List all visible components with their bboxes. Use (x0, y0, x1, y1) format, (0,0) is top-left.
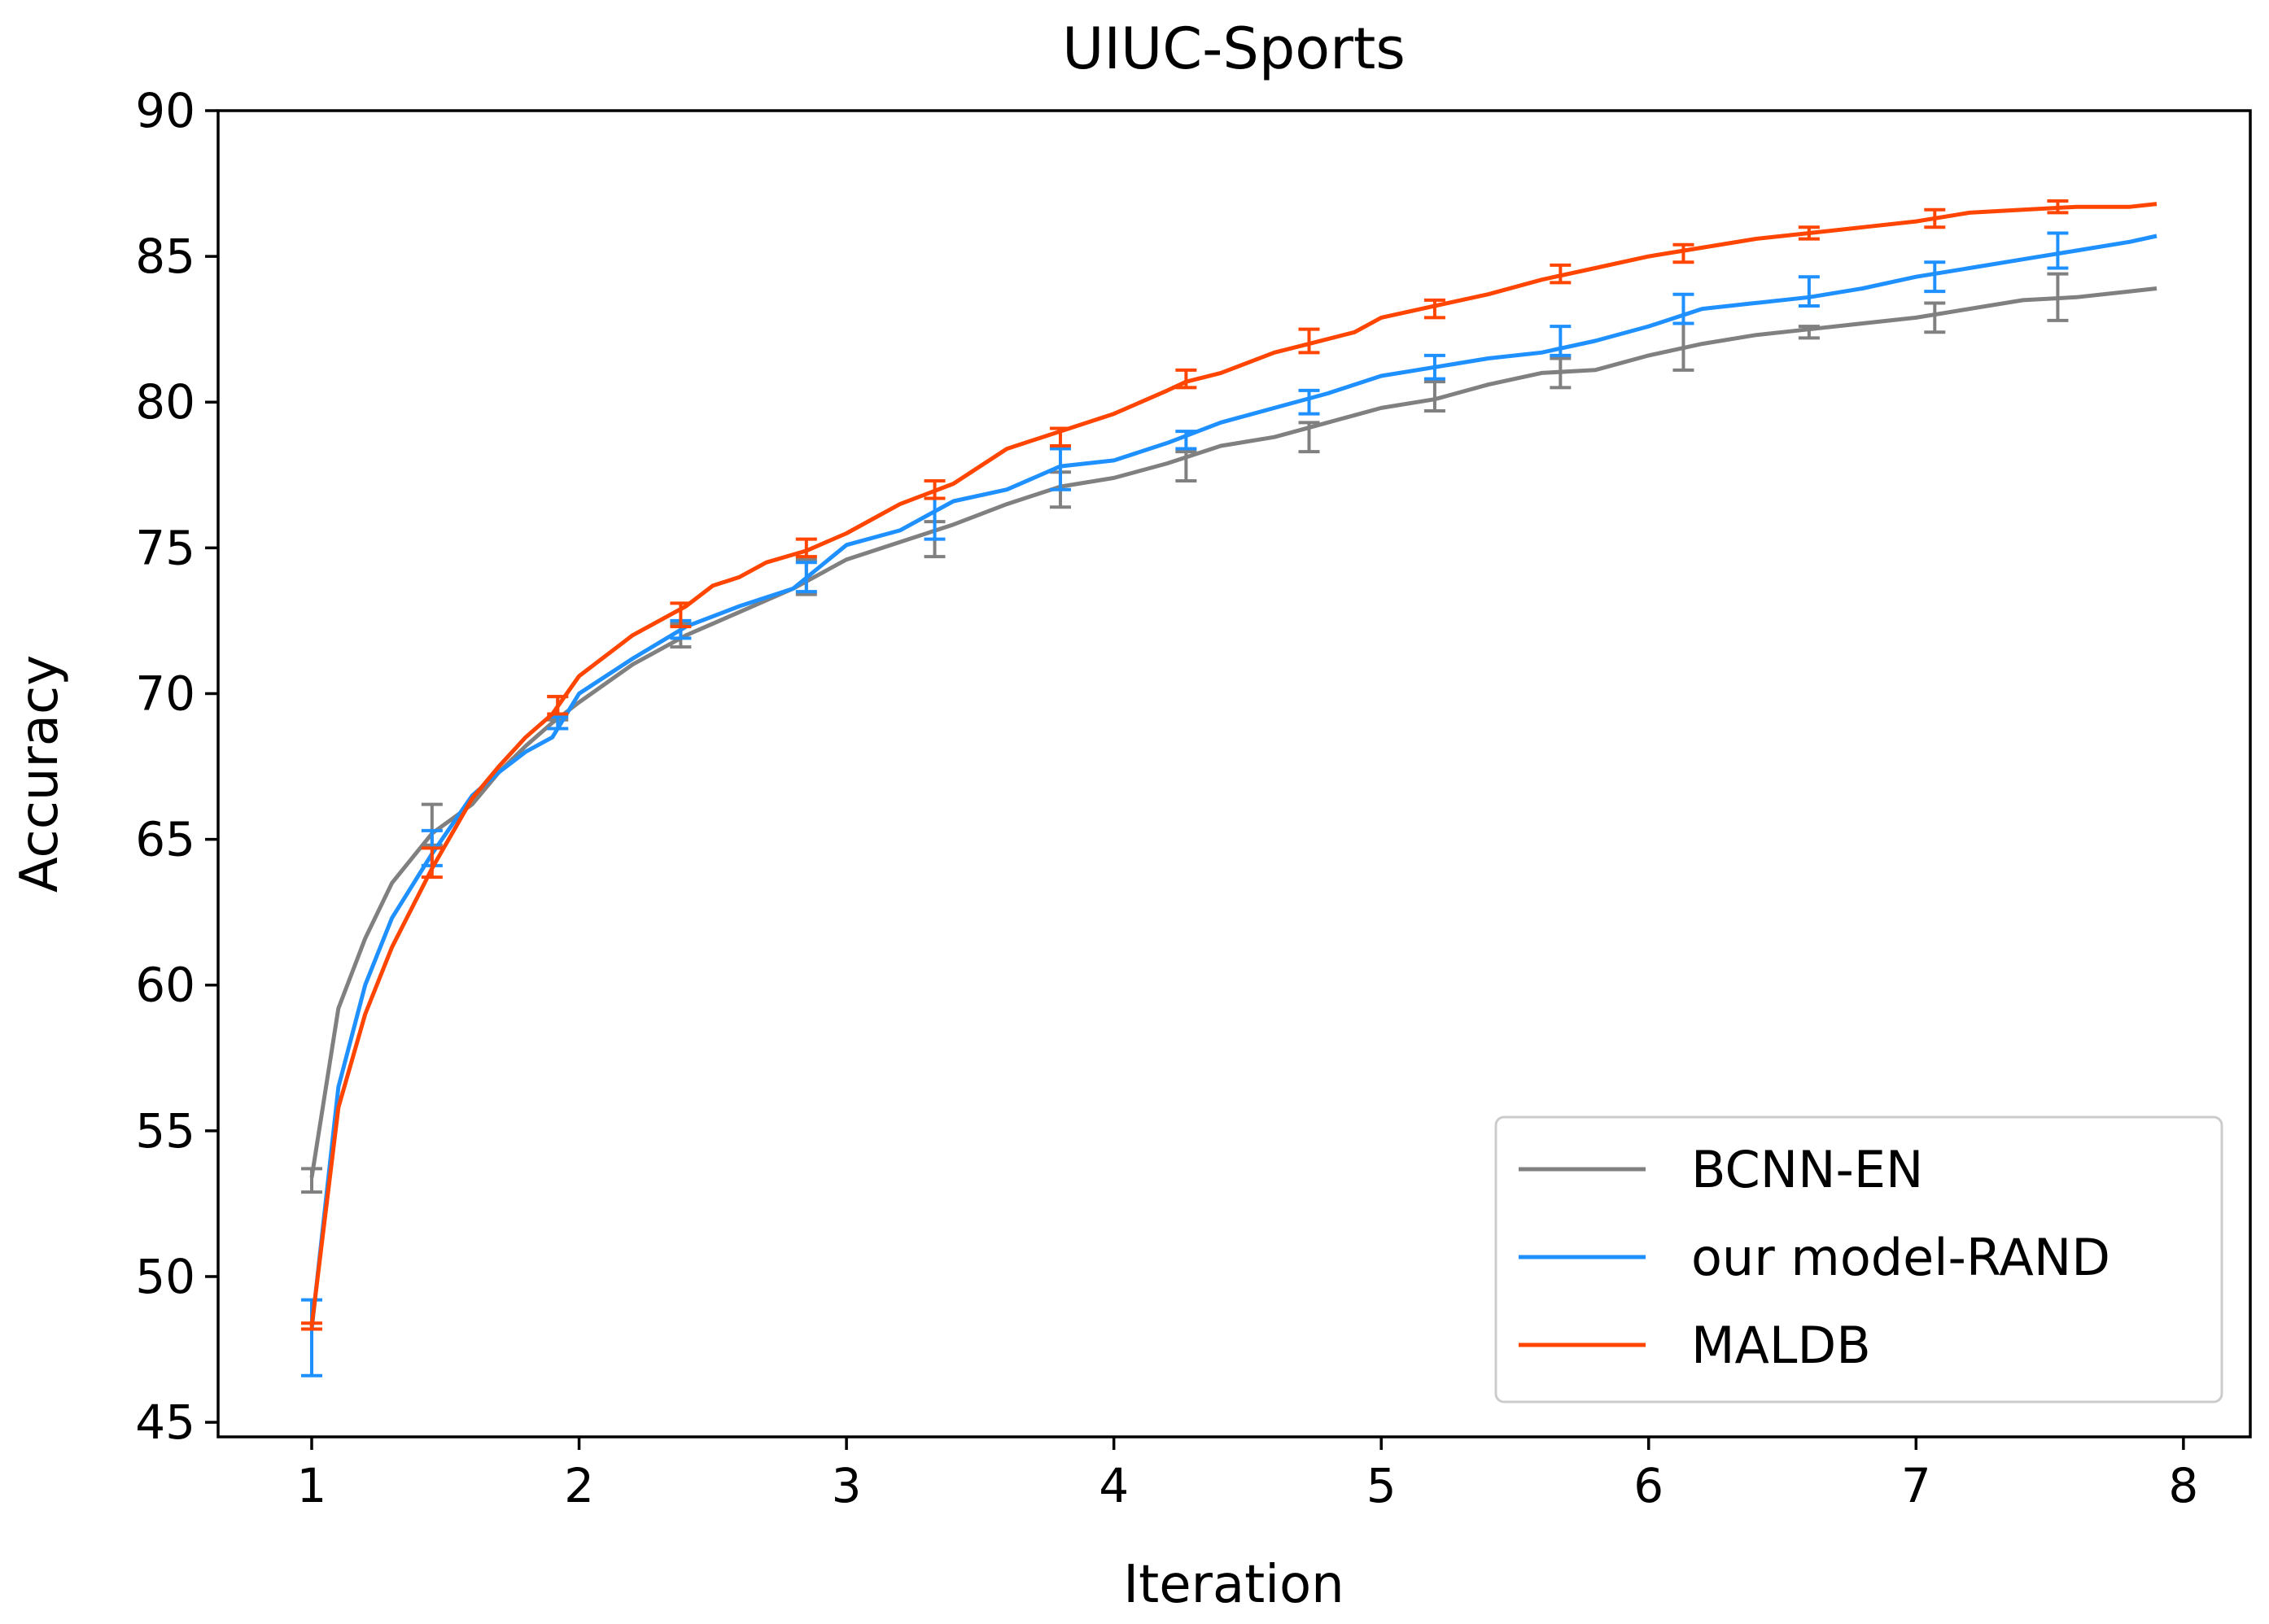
error-bar (1924, 260, 1946, 294)
error-bar (547, 695, 569, 716)
error-bar (2047, 199, 2069, 215)
y-tick-label: 50 (135, 1249, 195, 1304)
error-bar (1175, 368, 1197, 390)
error-bar (1924, 301, 1946, 334)
x-axis: 1 2 3 4 5 6 7 8 (297, 1437, 2198, 1513)
error-bar (1550, 356, 1572, 390)
x-tick-label: 1 (297, 1458, 327, 1513)
x-tick-label: 4 (1099, 1458, 1129, 1513)
y-tick-label: 70 (135, 666, 195, 721)
error-bar (1423, 380, 1445, 413)
series-line-0 (309, 286, 2158, 1178)
series-line-1 (309, 234, 2158, 1329)
y-tick-label: 55 (135, 1103, 195, 1159)
x-tick-label: 8 (2168, 1458, 2198, 1513)
error-bar (1924, 207, 1946, 229)
error-bar (795, 561, 817, 594)
y-tick-label: 60 (135, 958, 195, 1013)
error-bar (1049, 447, 1071, 491)
plot-content (300, 199, 2158, 1377)
error-bar (1550, 325, 1572, 357)
error-bar (1798, 275, 1820, 308)
y-tick-label: 90 (135, 83, 195, 138)
chart-title: UIUC-Sports (1062, 15, 1406, 82)
error-bar (1175, 450, 1197, 482)
series-line-2 (309, 202, 2158, 1327)
x-tick-label: 6 (1633, 1458, 1663, 1513)
y-axis: 45 50 55 60 65 70 75 80 85 90 (135, 83, 218, 1450)
x-axis-label: Iteration (1123, 1555, 1344, 1615)
y-tick-label: 85 (135, 229, 195, 284)
legend-box (1494, 1115, 2223, 1404)
error-bar (1672, 292, 1694, 325)
error-bar (670, 601, 692, 629)
error-bar (300, 1167, 322, 1194)
x-tick-label: 2 (564, 1458, 594, 1513)
legend-label: our model-RAND (1691, 1228, 2110, 1287)
legend-label: BCNN-EN (1691, 1140, 1923, 1199)
error-bar (1175, 430, 1197, 451)
error-bar (1798, 325, 1820, 340)
x-tick-label: 7 (1901, 1458, 1931, 1513)
x-tick-label: 3 (832, 1458, 862, 1513)
y-tick-label: 80 (135, 374, 195, 430)
legend-label: MALDB (1691, 1316, 1871, 1375)
y-tick-label: 65 (135, 812, 195, 867)
error-bar (1298, 327, 1320, 355)
error-bar (1298, 388, 1320, 416)
error-bar (1423, 298, 1445, 320)
error-bar (924, 478, 946, 500)
error-bar (2047, 272, 2069, 322)
error-bar (1672, 242, 1694, 264)
x-tick-label: 5 (1366, 1458, 1397, 1513)
y-tick-label: 45 (135, 1395, 195, 1450)
error-bar (795, 537, 817, 559)
error-bar (1550, 263, 1572, 285)
error-bar (2047, 231, 2069, 270)
error-bar (1423, 353, 1445, 381)
y-axis-label: Accuracy (10, 655, 70, 893)
error-bar (300, 1321, 322, 1331)
plot-frame (216, 109, 2252, 1438)
y-tick-label: 75 (135, 520, 195, 575)
error-bar (1049, 426, 1071, 447)
error-bar (421, 846, 443, 880)
legend: BCNN-EN our model-RAND MALDB (1494, 1115, 2223, 1404)
error-bar (1798, 225, 1820, 241)
error-bar (1298, 421, 1320, 454)
